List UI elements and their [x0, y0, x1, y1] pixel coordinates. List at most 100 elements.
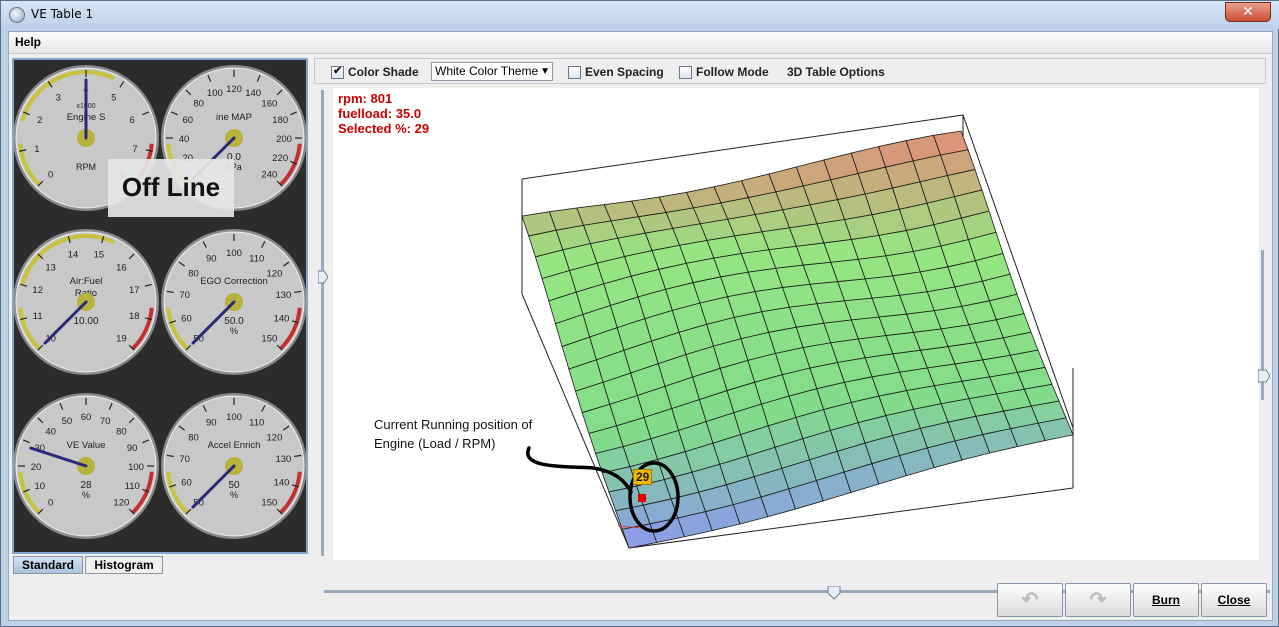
- gauge-needle: [43, 300, 88, 345]
- gauge-tick: [256, 74, 261, 82]
- undo-icon: ↶: [1021, 589, 1039, 611]
- gauge-tick-label: 140: [245, 88, 261, 99]
- undo-button[interactable]: ↶: [997, 583, 1063, 617]
- table-3d-panel: Color Shade White Color Theme ▼ Even Spa…: [314, 56, 1271, 600]
- gauge-tick: [207, 74, 212, 82]
- table-options-button[interactable]: 3D Table Options: [787, 65, 885, 79]
- gauge-tick: [166, 454, 174, 458]
- burn-label: Burn: [1152, 593, 1180, 607]
- gauge-tick: [276, 344, 283, 351]
- offline-label: Off Line: [108, 159, 234, 217]
- gauge-tick: [47, 81, 53, 88]
- surface-svg[interactable]: [333, 88, 1259, 560]
- gauge-unit: RPM: [76, 162, 96, 172]
- gauge-tick-label: 40: [45, 427, 56, 438]
- gauge-tick-label: 1: [34, 144, 39, 155]
- gauge-tick-label: 100: [207, 88, 223, 99]
- slider-thumb-right[interactable]: [1257, 369, 1271, 383]
- gauge-tick-label: 90: [127, 443, 138, 454]
- title-bar[interactable]: VE Table 1 ✕: [1, 1, 1279, 29]
- gauge-tick-label: 110: [249, 253, 264, 264]
- redo-button[interactable]: ↷: [1065, 583, 1131, 617]
- color-shade-option[interactable]: Color Shade: [331, 64, 419, 79]
- gauge-unit: %: [230, 326, 238, 336]
- gauge-cluster: 012345678Engine Sx1000RPM020406080100120…: [13, 65, 307, 539]
- gauge-tick: [294, 454, 302, 458]
- gauge-band: [20, 70, 115, 122]
- even-spacing-checkbox[interactable]: [568, 65, 581, 79]
- gauge-tick-label: 18: [129, 311, 140, 322]
- close-button[interactable]: Close: [1201, 583, 1267, 617]
- gauge-tick: [202, 405, 207, 412]
- gauge-tick-label: 120: [226, 84, 242, 95]
- slider-thumb[interactable]: [317, 270, 329, 284]
- gauge-tick-label: 16: [116, 263, 127, 274]
- gauge-tick: [185, 89, 192, 96]
- gauge-tick-label: 120: [267, 269, 283, 280]
- even-spacing-label: Even Spacing: [585, 65, 664, 79]
- gauge-tick-label: 19: [116, 333, 127, 344]
- color-shade-label: Color Shade: [348, 65, 419, 79]
- horizontal-slider[interactable]: [324, 585, 1270, 600]
- gauge-tick-label: 60: [81, 412, 92, 423]
- fuelload-readout: fuelload: 35.0: [338, 106, 422, 121]
- burn-button[interactable]: Burn: [1133, 583, 1199, 617]
- gauge-tick-label: 0: [48, 497, 53, 508]
- tab-histogram[interactable]: Histogram: [85, 556, 163, 574]
- window-title: VE Table 1: [31, 7, 94, 21]
- color-shade-checkbox[interactable]: [331, 64, 344, 79]
- client-area: Help 012345678Engine Sx1000RPM0204060801…: [8, 31, 1273, 621]
- gauge-band: [131, 307, 154, 351]
- gauge-tick: [59, 402, 64, 410]
- gauge-tick: [276, 89, 283, 96]
- gauge-tick-label: 20: [31, 462, 42, 473]
- gauge-needle: [29, 446, 88, 468]
- tab-standard[interactable]: Standard: [13, 556, 83, 574]
- gauge-unit: %: [230, 490, 238, 500]
- even-spacing-option[interactable]: Even Spacing: [568, 65, 664, 79]
- gauge-tick: [185, 344, 192, 351]
- vertical-slider-left[interactable]: [317, 90, 329, 556]
- gauge-title: Air:Fuel: [70, 276, 103, 287]
- selected-readout: Selected %: 29: [338, 121, 430, 136]
- gauge-tick: [128, 508, 135, 515]
- gauge-title: Accel Enrich: [208, 440, 261, 451]
- gauge-tick-label: 140: [274, 313, 290, 324]
- current-position-marker: [638, 494, 646, 502]
- gauge-tick: [20, 283, 28, 287]
- gauge-tick-label: 11: [33, 311, 43, 322]
- follow-mode-option[interactable]: Follow Mode: [679, 65, 769, 79]
- gauge-tick-label: 100: [226, 412, 242, 423]
- follow-mode-checkbox[interactable]: [679, 65, 692, 79]
- redo-icon: ↷: [1089, 589, 1107, 611]
- rpm-readout: rpm: 801: [338, 91, 393, 106]
- gauge-tick-label: 220: [272, 153, 288, 164]
- gauge-band: [166, 307, 189, 351]
- gauge-panel: 012345678Engine Sx1000RPM020406080100120…: [12, 58, 308, 554]
- gauge-tick-label: 70: [100, 416, 111, 427]
- gauge-tick-label: 14: [68, 250, 79, 261]
- window-close-button[interactable]: ✕: [1225, 2, 1271, 22]
- surface-cell[interactable]: [933, 130, 969, 156]
- menu-help[interactable]: Help: [15, 35, 42, 49]
- theme-select[interactable]: White Color Theme ▼: [431, 62, 553, 81]
- surface-plot[interactable]: rpm: 801 fuelload: 35.0 Selected %: 29 C…: [333, 88, 1259, 560]
- gauge-tick-label: 12: [32, 285, 43, 296]
- slider-track: [321, 90, 324, 556]
- h-slider-thumb[interactable]: [827, 585, 841, 600]
- gauge-tick: [22, 488, 30, 493]
- gauge-tick: [166, 290, 174, 294]
- surface-mesh[interactable]: [521, 130, 1074, 549]
- gauge-band: [131, 471, 154, 515]
- gauge-tick: [37, 344, 44, 351]
- gauge-tick: [276, 508, 283, 515]
- vertical-slider-right[interactable]: [1257, 250, 1271, 400]
- gauge-tick: [261, 405, 266, 412]
- slider-track-right: [1261, 250, 1264, 400]
- gauge-tick-label: 150: [261, 497, 277, 508]
- gauge-tick-label: 160: [261, 99, 277, 110]
- h-slider-track: [324, 590, 1270, 593]
- gauge-tick: [169, 484, 177, 488]
- gauge-tick-label: 60: [183, 115, 194, 126]
